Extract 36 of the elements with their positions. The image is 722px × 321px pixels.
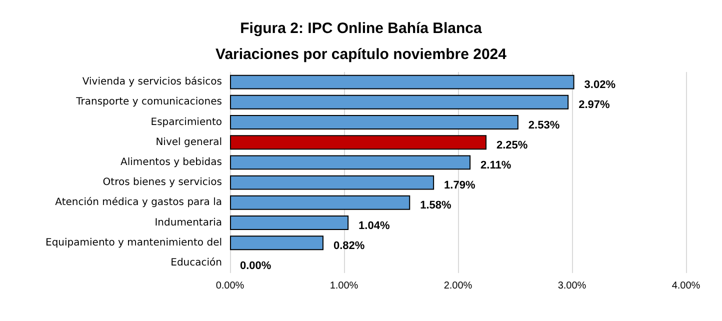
data-label: 2.97%: [578, 99, 610, 112]
bar: [230, 155, 471, 170]
bar: [230, 175, 434, 190]
x-tick-label: 4.00%: [672, 280, 700, 292]
y-tick-label: Esparcimiento: [150, 116, 222, 128]
y-tick-label: Indumentaria: [154, 217, 222, 228]
bar: [230, 195, 410, 210]
bar: [230, 135, 486, 150]
chart-subtitle: Variaciones por capítulo noviembre 2024: [216, 46, 508, 63]
bar: [230, 94, 569, 110]
x-tick-label: 0.00%: [216, 280, 244, 292]
data-label: 0.00%: [240, 260, 272, 272]
y-tick-label: Educación: [170, 257, 222, 268]
y-tick-label: Equipamiento y mantenimiento del: [46, 237, 222, 248]
y-tick-label: Vivienda y servicios básicos: [82, 76, 222, 88]
bar: [230, 74, 574, 90]
data-label: 1.58%: [420, 200, 452, 212]
bar: [230, 216, 349, 230]
data-label: 3.02%: [584, 79, 616, 92]
x-tick-label: 2.00%: [444, 280, 472, 292]
data-label: 0.82%: [333, 240, 365, 252]
data-label: 2.53%: [528, 119, 560, 132]
bar: [230, 115, 518, 130]
y-tick-label: Alimentos y bebidas: [120, 156, 222, 168]
x-tick-label: 1.00%: [330, 280, 358, 292]
y-tick-label: Atención médica y gastos para la: [55, 197, 222, 208]
data-label: 2.25%: [496, 139, 528, 152]
data-label: 1.79%: [444, 180, 476, 192]
x-tick-label: 3.00%: [558, 280, 586, 292]
y-tick-label: Nivel general: [156, 136, 222, 148]
data-label: 1.04%: [358, 220, 390, 232]
bar: [230, 236, 324, 250]
y-tick-label: Transporte y comunicaciones: [75, 96, 222, 108]
data-label: 2.11%: [480, 159, 512, 172]
chart-title: Figura 2: IPC Online Bahía Blanca: [240, 20, 483, 37]
y-tick-label: Otros bienes y servicios: [102, 177, 222, 188]
